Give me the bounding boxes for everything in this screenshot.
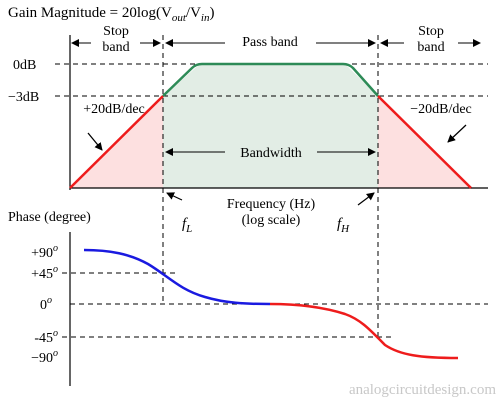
phase-curve-red bbox=[269, 302, 459, 360]
stop-band-right-label: Stop band bbox=[417, 24, 444, 55]
rising-slope bbox=[69, 95, 164, 189]
phase-title: Phase (degree) bbox=[8, 210, 91, 225]
f-low-label: fL bbox=[182, 216, 192, 235]
phase-tick-plus90: +90o bbox=[31, 243, 58, 261]
phase-tick-minus45: -45o bbox=[34, 328, 58, 346]
slope-left-pointer bbox=[87, 132, 103, 151]
bandwidth-label: Bandwidth bbox=[240, 146, 301, 161]
frequency-axis-label: Frequency (Hz) (log scale) bbox=[227, 197, 316, 228]
slope-right-label: −20dB/dec bbox=[410, 102, 472, 117]
pass-band-label: Pass band bbox=[242, 35, 298, 50]
f-high-label: fH bbox=[337, 216, 350, 235]
gain-title: Gain Magnitude = 20log(Vout/Vin) bbox=[8, 5, 214, 24]
phase-tick-0: 0o bbox=[40, 295, 52, 313]
pass-band-curve bbox=[162, 62, 379, 97]
watermark: analogcircuitdesign.com bbox=[349, 382, 496, 398]
slope-right-pointer bbox=[447, 124, 467, 143]
label-minus3db: −3dB bbox=[8, 90, 39, 105]
f-low-pointer bbox=[166, 192, 183, 201]
pass-band-fill bbox=[163, 64, 378, 188]
phase-tick-minus90: −90o bbox=[31, 348, 58, 366]
falling-slope bbox=[377, 95, 472, 189]
f-high-pointer bbox=[357, 192, 375, 206]
phase-tick-plus45: +45o bbox=[31, 264, 58, 282]
label-0db: 0dB bbox=[13, 58, 36, 73]
phase-curve-blue bbox=[83, 248, 271, 306]
stop-band-left-label: Stop band bbox=[102, 24, 129, 55]
slope-left-label: +20dB/dec bbox=[83, 102, 145, 117]
